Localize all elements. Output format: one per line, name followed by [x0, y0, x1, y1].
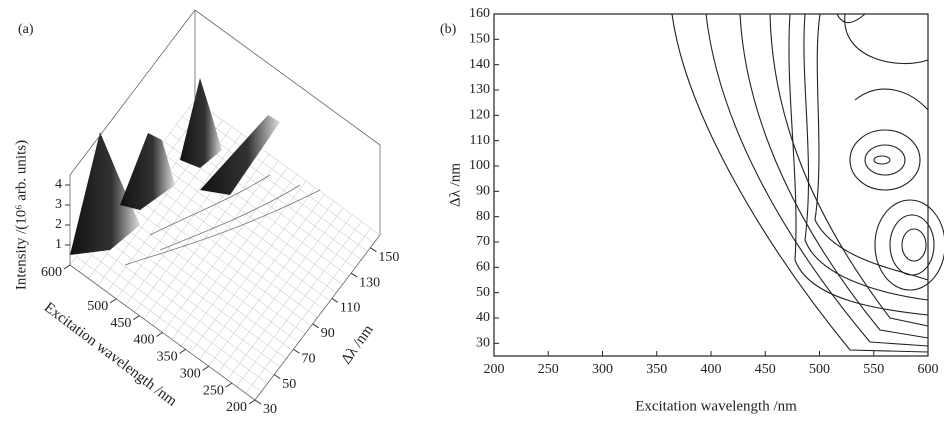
y-tick-label: 150 — [378, 250, 399, 265]
contour-line — [874, 199, 944, 291]
axis-line — [254, 234, 381, 401]
x-tick-label: 450 — [110, 316, 131, 331]
z-tick-label: 3 — [55, 197, 62, 212]
y-tick-label: 120 — [469, 108, 490, 123]
x-tick-label: 300 — [180, 366, 201, 381]
y-tick-label: 150 — [469, 32, 490, 47]
y-tick-label: 110 — [340, 301, 360, 316]
x-tick-label: 250 — [203, 383, 224, 398]
contour-line — [844, 13, 929, 111]
contours — [671, 13, 944, 353]
y-tick — [370, 247, 377, 253]
mesh-line — [144, 165, 331, 302]
x-tick-label: 400 — [134, 333, 155, 348]
contour-line — [873, 155, 891, 165]
ridge — [200, 115, 280, 195]
y-tick-label: 90 — [321, 326, 335, 341]
x-tick — [156, 332, 163, 337]
surface — [70, 78, 321, 266]
x-tick — [248, 399, 256, 405]
y-tick-label: 140 — [469, 57, 490, 72]
x-tick-label: 550 — [863, 362, 884, 377]
x-tick-label: 200 — [484, 362, 505, 377]
mesh-line — [188, 108, 374, 244]
x-tick — [133, 315, 140, 321]
panel-label: (a) — [18, 22, 34, 37]
x-tick — [225, 382, 233, 388]
y-tick — [273, 374, 281, 380]
contour-line — [836, 13, 866, 24]
mesh-line — [153, 160, 279, 326]
y-tick — [350, 272, 358, 278]
contour-line — [814, 13, 929, 281]
mesh-line — [194, 99, 381, 236]
y-tick-label: 30 — [476, 336, 490, 351]
y-axis-label: Δλ /nm — [338, 322, 377, 367]
contour-line — [671, 13, 929, 353]
y-tick — [254, 399, 262, 405]
x-tick-label: 500 — [809, 362, 830, 377]
y-tick-label: 160 — [469, 6, 490, 21]
mesh-line — [143, 153, 270, 320]
contour-line — [849, 129, 921, 191]
y-tick-label: 130 — [359, 275, 380, 290]
x-tick-label: 300 — [592, 362, 613, 377]
x-tick-label: 400 — [701, 362, 722, 377]
z-tick-label: 4 — [55, 177, 62, 192]
mesh-line — [157, 149, 343, 285]
contour-line — [739, 13, 929, 339]
x-tick-label: 350 — [157, 350, 178, 365]
y-tick-label: 50 — [476, 285, 490, 300]
y-tick-label: 40 — [476, 310, 490, 325]
x-tick-label: 450 — [755, 362, 776, 377]
peak — [180, 78, 222, 168]
z-axis-label: Intensity /(10⁶ arb. units) — [13, 140, 29, 290]
x-tick-label: 600 — [41, 265, 62, 280]
y-tick-label: 50 — [282, 377, 296, 392]
contour-line — [788, 13, 929, 316]
contour-line — [769, 13, 929, 327]
x-tick-label: 600 — [918, 362, 939, 377]
x-tick — [63, 264, 71, 270]
x-axis-label: Excitation wavelength /nm — [635, 398, 797, 414]
y-tick — [312, 323, 319, 329]
y-tick-label: 130 — [469, 82, 490, 97]
x-tick-label: 500 — [87, 299, 108, 314]
mesh-line — [116, 133, 242, 299]
contour-line — [705, 13, 929, 347]
mesh-line — [132, 182, 318, 318]
peak — [70, 132, 140, 255]
y-tick-label: 70 — [476, 234, 490, 249]
peak — [120, 133, 175, 210]
x-tick — [109, 298, 117, 304]
contour-line — [864, 144, 906, 176]
y-tick — [331, 298, 339, 303]
y-axis-label: Δλ /nm — [447, 163, 463, 207]
x-tick — [179, 348, 186, 354]
x-tick-label: 350 — [646, 362, 667, 377]
y-tick-label: 30 — [263, 402, 277, 417]
y-tick — [293, 348, 300, 354]
x-tick — [202, 365, 210, 371]
x-tick-label: 250 — [538, 362, 559, 377]
mesh-line — [138, 174, 324, 310]
y-tick-label: 90 — [476, 184, 490, 199]
axis-line — [69, 9, 196, 176]
axis-line — [194, 9, 381, 146]
y-tick-label: 80 — [476, 209, 490, 224]
contour-line — [889, 214, 935, 276]
contour-line — [901, 228, 927, 262]
panel-label: (b) — [440, 22, 457, 37]
y-tick-label: 110 — [470, 133, 490, 148]
z-tick-label: 2 — [55, 217, 62, 232]
z-tick-label: 1 — [55, 237, 62, 252]
contour-line — [803, 13, 929, 301]
x-tick-label: 200 — [226, 400, 247, 415]
y-tick-label: 100 — [469, 158, 490, 173]
y-tick-label: 70 — [301, 351, 315, 366]
y-tick-label: 60 — [476, 260, 490, 275]
surface-line — [124, 174, 321, 266]
mesh-line — [151, 157, 337, 293]
